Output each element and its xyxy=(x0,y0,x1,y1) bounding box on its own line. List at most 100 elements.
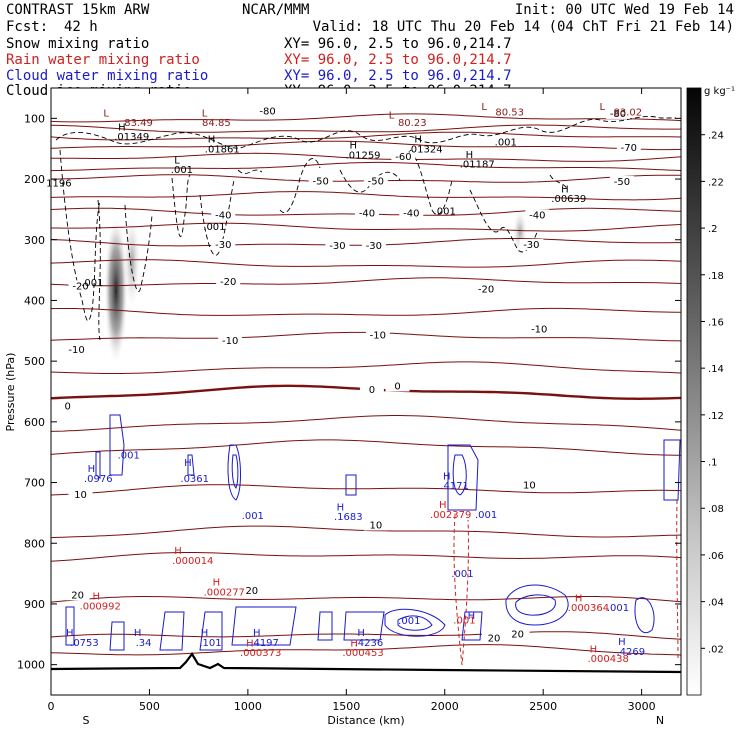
isotherm-label-bg xyxy=(525,209,550,221)
isotherm-label-bg xyxy=(527,323,552,335)
contour-annotation: H xyxy=(443,472,451,483)
fcst-label: Fcst: xyxy=(6,19,48,35)
contour-annotation: .01259 xyxy=(346,150,381,161)
isotherm-label-bg xyxy=(359,384,384,396)
contour-annotation: H xyxy=(337,502,345,513)
contour-annotation: .4171 xyxy=(440,481,469,492)
x-axis-label: Distance (km) xyxy=(327,714,404,727)
contour-annotation: 83.02 xyxy=(614,107,643,118)
endpoint-right: N xyxy=(656,714,664,727)
contour-annotation: .01861 xyxy=(205,144,240,155)
colorbar-tick-label: .22 xyxy=(708,177,724,188)
isotherm xyxy=(51,484,681,496)
isotherm xyxy=(51,307,681,316)
model-title: CONTRAST 15km ARW xyxy=(6,2,150,18)
contour-annotation: L xyxy=(103,109,109,120)
isotherm-label: -50 xyxy=(614,177,630,188)
isotherm-label-bg xyxy=(481,632,506,644)
contour-annotation: L xyxy=(202,109,208,120)
isotherm-label-bg xyxy=(606,107,630,119)
contour-annotation: .0361 xyxy=(180,474,209,485)
isotherm-label: -30 xyxy=(329,241,345,252)
y-tick-label: 300 xyxy=(24,234,45,247)
isotherm-label-bg xyxy=(64,344,89,356)
endpoint-left: S xyxy=(83,714,90,727)
contour-annotation: .101 xyxy=(199,638,221,649)
y-tick-label: 900 xyxy=(24,598,45,611)
isotherm-label-bg xyxy=(354,207,379,219)
contour-annotation: H xyxy=(174,546,182,557)
isotherm-label: 20 xyxy=(71,590,84,601)
isotherm xyxy=(51,644,681,656)
isotherm-label-bg xyxy=(68,280,93,292)
contour-annotation: H xyxy=(213,578,221,589)
contour-annotation: .001 xyxy=(398,616,420,627)
legend-cloud-water-name: Cloud water mixing ratio xyxy=(6,68,208,84)
y-tick-label: 200 xyxy=(24,173,45,186)
isotherm-label: -10 xyxy=(68,345,84,356)
contour-annotation: .000014 xyxy=(172,556,213,567)
y-tick-label: 1000 xyxy=(17,659,45,672)
isotherm-label-bg xyxy=(505,628,530,640)
isotherm-label-bg xyxy=(68,489,93,501)
contour-annotation: 80.53 xyxy=(495,107,524,118)
isotherm-label-bg xyxy=(517,479,542,491)
contour-annotation: .001 xyxy=(81,278,103,289)
isotherm-label: 0 xyxy=(65,401,71,412)
isotherm-label-bg xyxy=(55,400,80,412)
contour-annotation: H xyxy=(466,150,474,161)
contour-annotation: L xyxy=(174,155,180,166)
rain-contours xyxy=(453,499,679,666)
colorbar-tick-label: .1 xyxy=(708,458,718,469)
contour-annotation: .001 xyxy=(434,206,456,217)
isotherm xyxy=(51,277,681,287)
contour-annotation: H xyxy=(350,638,358,649)
isotherm-label: 0 xyxy=(369,385,375,396)
isotherm xyxy=(51,140,681,151)
plot-frame xyxy=(50,87,682,696)
cloud-water-contours xyxy=(65,414,681,651)
isotherm-label-bg xyxy=(211,209,236,221)
contour-annotation: H xyxy=(253,628,261,639)
isotherm xyxy=(51,596,681,603)
contour-annotation: .01324 xyxy=(408,144,443,155)
isotherm xyxy=(51,161,681,172)
x-tick-label: 2500 xyxy=(529,700,557,713)
isotherm-label: 20 xyxy=(511,630,524,641)
isotherm xyxy=(51,439,681,456)
isotherm-label: -70 xyxy=(621,143,637,154)
x-tick-label: 1500 xyxy=(332,700,360,713)
isotherm-label-bg xyxy=(65,589,90,601)
isotherm-label: -40 xyxy=(529,210,545,221)
isotherm xyxy=(51,631,681,640)
x-tick-label: 500 xyxy=(139,700,160,713)
isotherm-label-bg xyxy=(218,334,243,346)
colorbar-tick-label: .18 xyxy=(708,271,724,282)
isotherm-label: -60 xyxy=(395,152,411,163)
contour-annotation: .000364 xyxy=(568,603,609,614)
isotherm-label: -10 xyxy=(370,330,386,341)
isotherm-label-bg xyxy=(519,239,544,251)
contour-annotation: H xyxy=(618,637,626,648)
isotherm-label-bg xyxy=(361,240,386,252)
contour-annotation: .000992 xyxy=(80,601,121,612)
contour-annotation: H xyxy=(208,135,216,146)
isotherm-label-bg xyxy=(308,175,333,187)
x-tick-label: 0 xyxy=(48,700,55,713)
isotherm xyxy=(51,191,681,201)
isotherm xyxy=(51,259,681,268)
isotherm-label: 10 xyxy=(369,520,382,531)
isotherm-label-bg xyxy=(363,519,388,531)
isotherm-label-bg xyxy=(399,207,424,219)
contour-annotation: H xyxy=(468,611,476,622)
contour-annotation: .001 xyxy=(242,511,264,522)
x-axis: 0 500 1000 1500 2000 2500 3000 xyxy=(48,88,656,713)
contour-annotation: .0976 xyxy=(84,474,113,485)
isotherm-label: -10 xyxy=(531,324,547,335)
isotherm-label-bg xyxy=(474,283,499,295)
colorbar-tick-label: .04 xyxy=(708,598,724,609)
contour-annotation: H xyxy=(439,500,447,511)
isotherm xyxy=(51,152,681,162)
